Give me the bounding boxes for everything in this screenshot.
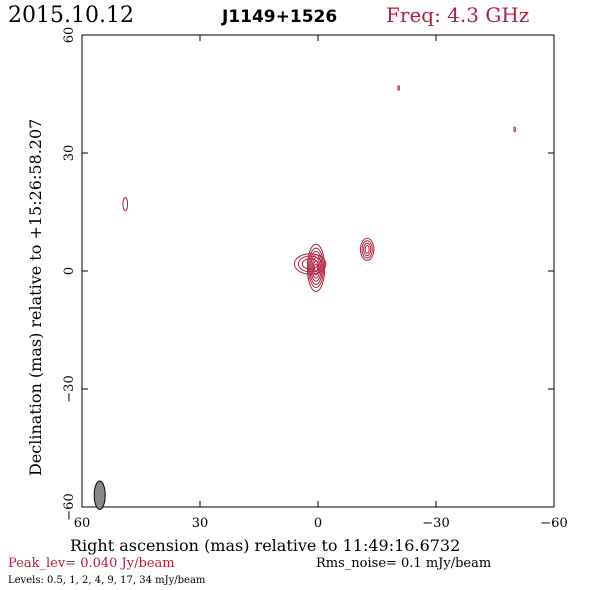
y-axis-label: Declination (mas) relative to +15:26:58.… — [26, 119, 45, 476]
rms-noise: Rms_noise= 0.1 mJy/beam — [316, 556, 491, 571]
plot-frame — [81, 34, 555, 508]
contour-line — [309, 250, 323, 285]
y-tick-label: 0 — [62, 267, 77, 275]
x-tick-label: −30 — [422, 516, 449, 531]
contour-line — [513, 126, 516, 133]
source-name: J1149+1526 — [221, 7, 337, 27]
contour-line — [364, 244, 370, 254]
x-tick-label: 0 — [314, 516, 322, 531]
x-tick-label: 60 — [74, 516, 91, 531]
y-tick-label: 60 — [62, 27, 77, 44]
frequency-label: Freq: 4.3 GHz — [386, 3, 529, 27]
beam-ellipse — [93, 480, 106, 510]
y-tick-label: −60 — [62, 493, 77, 520]
contour-line — [293, 253, 327, 275]
y-tick-label: −30 — [62, 375, 77, 402]
contour-line — [361, 240, 373, 259]
peak-level: Peak_lev= 0.040 Jy/beam — [8, 556, 175, 571]
x-tick-label: −60 — [540, 516, 567, 531]
contour-line — [359, 237, 375, 261]
contour-line — [122, 196, 129, 212]
contour-line — [363, 242, 372, 257]
contour-line — [301, 258, 319, 270]
contour-line — [308, 247, 325, 289]
observation-date: 2015.10.12 — [8, 3, 134, 28]
x-tick-label: 30 — [192, 516, 209, 531]
contour-levels: Levels: 0.5, 1, 2, 4, 9, 17, 34 mJy/beam — [8, 575, 206, 586]
contour-line — [297, 255, 323, 273]
contour-line — [397, 85, 400, 91]
y-tick-label: 30 — [62, 145, 77, 162]
x-axis-label: Right ascension (mas) relative to 11:49:… — [70, 536, 460, 555]
